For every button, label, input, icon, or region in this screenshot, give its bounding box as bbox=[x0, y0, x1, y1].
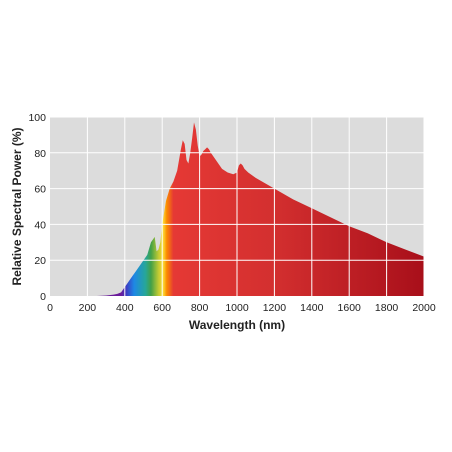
x-tick-label: 2000 bbox=[412, 302, 436, 314]
y-tick-label: 20 bbox=[34, 255, 46, 267]
x-tick-labels: 0 200 400 600 800 1000 1200 1400 1600 1800 2000 bbox=[47, 302, 436, 314]
x-tick-label: 1200 bbox=[263, 302, 287, 314]
spectrum-area bbox=[96, 122, 424, 297]
x-tick-label: 1600 bbox=[338, 302, 362, 314]
x-tick-label: 400 bbox=[116, 302, 134, 314]
y-tick-labels: 0 20 40 60 80 100 bbox=[28, 112, 46, 303]
x-tick-label: 1800 bbox=[375, 302, 399, 314]
x-tick-label: 600 bbox=[153, 302, 171, 314]
y-tick-label: 100 bbox=[28, 112, 46, 124]
x-tick-label: 1400 bbox=[300, 302, 324, 314]
y-tick-label: 80 bbox=[34, 148, 46, 160]
x-tick-label: 1000 bbox=[225, 302, 249, 314]
x-tick-label: 200 bbox=[79, 302, 97, 314]
grid-overlay bbox=[50, 116, 425, 296]
y-axis-title: Relative Spectral Power (%) bbox=[10, 127, 24, 285]
x-tick-label: 800 bbox=[191, 302, 209, 314]
x-tick-label: 0 bbox=[47, 302, 53, 314]
y-tick-label: 0 bbox=[40, 291, 46, 303]
y-tick-label: 60 bbox=[34, 184, 46, 196]
x-axis-title: Wavelength (nm) bbox=[189, 318, 285, 332]
y-tick-label: 40 bbox=[34, 219, 46, 231]
